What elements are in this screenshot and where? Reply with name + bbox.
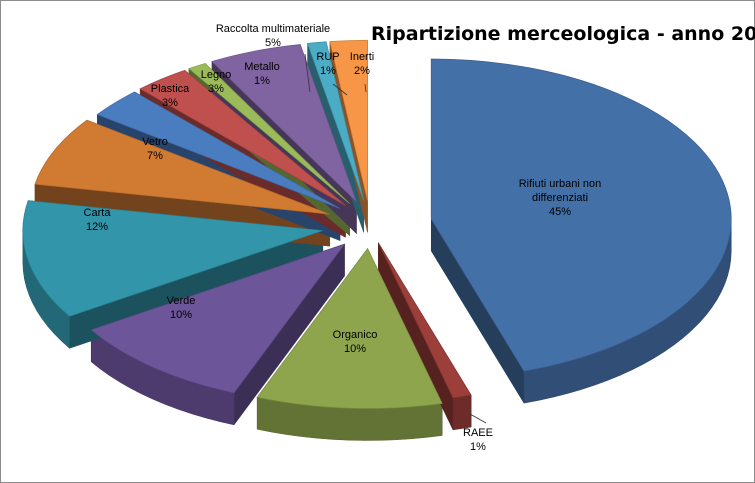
slice-value-label: 12% [86,221,108,233]
slice-value-label: 7% [147,150,163,162]
pie-slice [256,247,443,409]
slice-label: Inerti 2% [350,51,374,77]
slice-value-label: 45% [549,206,571,218]
pie-slice [22,200,323,317]
slice-value-label: 2% [354,65,370,77]
slice-value-label: 5% [265,37,281,49]
leader-line [332,83,348,96]
slice-label: Vetro 7% [142,136,168,162]
slice-value-label: 1% [254,75,270,87]
pie-slice [329,39,368,201]
slice-label: Carta 12% [84,207,112,233]
pie-slice [34,119,330,215]
pie-slice [188,63,350,204]
slice-value-label: 3% [208,83,224,95]
slice-label: RUP 1% [316,51,339,77]
slice-label: Verde 10% [167,295,196,321]
pie-slice [430,58,732,372]
pie-slice [211,44,357,202]
slice-value-label: 1% [320,65,336,77]
pie-slice [96,91,341,209]
slice-label: Organico 10% [333,329,378,355]
slice-label: Raccolta multimateriale 5% [216,23,330,49]
pie-slice [307,41,365,201]
slice-value-label: 3% [162,97,178,109]
leader-line [469,413,487,424]
chart-title: Ripartizione merceologica - anno 2011 [371,23,755,45]
slice-value-label: 1% [470,441,486,453]
slice-label: Rifiuti urbani non differenziati 45% [519,178,602,218]
pie-slice [139,69,346,206]
slice-label: Plastica 3% [151,83,190,109]
pie-tops [22,39,732,409]
leader-line [304,53,311,93]
slice-value-label: 10% [344,343,366,355]
pie-slice [378,242,472,399]
slice-value-label: 10% [170,309,192,321]
leader-line [364,83,367,93]
pie-labels: Rifiuti urbani non differenziati 45% RAEE 1%… [84,23,602,453]
slice-label: RAEE 1% [463,427,493,453]
slice-label: Legno 3% [201,69,232,95]
slice-label: Metallo 1% [244,61,279,87]
pie-slice [90,243,346,394]
